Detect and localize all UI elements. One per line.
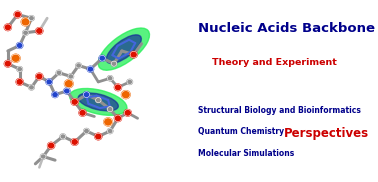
- Circle shape: [76, 63, 81, 68]
- Text: Molecular Simulations: Molecular Simulations: [198, 149, 295, 158]
- Text: Quantum Chemistry: Quantum Chemistry: [198, 127, 285, 136]
- Circle shape: [71, 139, 78, 145]
- Circle shape: [46, 79, 52, 85]
- Circle shape: [36, 73, 43, 80]
- Circle shape: [16, 79, 23, 85]
- Circle shape: [17, 67, 22, 72]
- Circle shape: [21, 18, 30, 26]
- Text: Structural Biology and Bioinformatics: Structural Biology and Bioinformatics: [198, 106, 361, 114]
- Circle shape: [71, 99, 78, 105]
- Text: Perspectives: Perspectives: [284, 127, 369, 140]
- Circle shape: [29, 85, 34, 90]
- Circle shape: [130, 51, 137, 58]
- Circle shape: [107, 128, 113, 134]
- Circle shape: [56, 70, 62, 75]
- Circle shape: [107, 107, 113, 112]
- Circle shape: [4, 24, 11, 31]
- Circle shape: [115, 84, 121, 91]
- Circle shape: [40, 154, 46, 159]
- Circle shape: [107, 76, 113, 81]
- Circle shape: [111, 61, 117, 66]
- Circle shape: [104, 118, 112, 126]
- Circle shape: [23, 30, 28, 35]
- Circle shape: [65, 80, 73, 88]
- Circle shape: [96, 98, 101, 103]
- Circle shape: [87, 66, 94, 72]
- Circle shape: [124, 110, 131, 116]
- Circle shape: [60, 134, 66, 139]
- Circle shape: [11, 54, 20, 62]
- Ellipse shape: [106, 35, 141, 64]
- Circle shape: [64, 88, 70, 94]
- Ellipse shape: [98, 28, 149, 70]
- Circle shape: [83, 92, 90, 98]
- Circle shape: [29, 16, 34, 21]
- Circle shape: [115, 115, 121, 122]
- Circle shape: [36, 28, 43, 34]
- Circle shape: [79, 110, 86, 116]
- Ellipse shape: [70, 88, 127, 115]
- Circle shape: [68, 74, 73, 79]
- Text: Theory and Experiment: Theory and Experiment: [212, 58, 336, 67]
- Circle shape: [14, 11, 21, 18]
- Circle shape: [127, 79, 132, 84]
- Circle shape: [17, 43, 23, 48]
- Circle shape: [95, 133, 102, 140]
- Ellipse shape: [78, 93, 118, 111]
- Circle shape: [84, 128, 89, 134]
- Circle shape: [52, 92, 58, 98]
- Circle shape: [99, 55, 105, 61]
- Circle shape: [4, 60, 11, 67]
- Circle shape: [121, 91, 130, 99]
- Circle shape: [48, 142, 55, 149]
- Text: Nucleic Acids Backbone: Nucleic Acids Backbone: [198, 22, 375, 35]
